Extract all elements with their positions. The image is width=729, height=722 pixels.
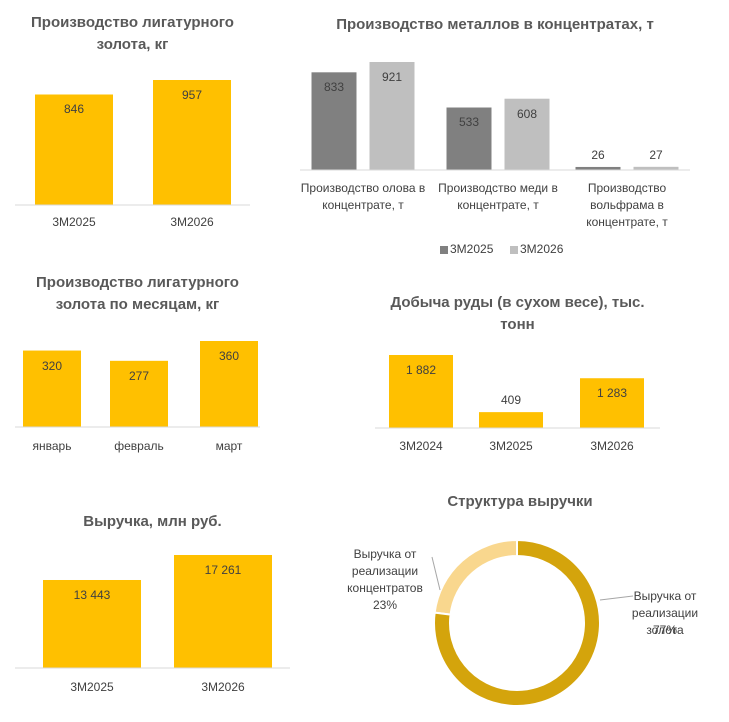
bar bbox=[504, 98, 550, 170]
legend-label: 3М2025 bbox=[450, 242, 494, 256]
chart-title: Добыча руды (в сухом весе), тыс. тонн bbox=[390, 294, 645, 333]
bar bbox=[633, 166, 679, 170]
leader-line bbox=[599, 595, 634, 601]
category-label: февраль bbox=[114, 439, 164, 453]
chart-title: Производство лигатурного золота по месяц… bbox=[36, 274, 239, 313]
category-label: Производство вольфрама в концентрате, т bbox=[586, 181, 668, 229]
data-label: 921 bbox=[381, 70, 403, 84]
bar bbox=[23, 350, 81, 427]
data-label: 608 bbox=[516, 106, 538, 121]
data-label: 17 261 bbox=[204, 563, 242, 577]
data-label: 533 bbox=[458, 115, 480, 130]
data-label: 833 bbox=[323, 80, 345, 95]
legend-label: 3М2026 bbox=[520, 242, 564, 256]
bar bbox=[174, 555, 272, 668]
data-label: 360 bbox=[218, 349, 240, 363]
segment-label: Выручка от реализации концентратов bbox=[347, 547, 423, 595]
category-label: 3М2026 bbox=[590, 439, 634, 453]
data-label: 1 882 bbox=[405, 363, 437, 377]
legend-swatch bbox=[440, 246, 448, 254]
segment-value-label: 77% bbox=[652, 623, 678, 637]
bar bbox=[311, 72, 357, 170]
bar bbox=[446, 107, 492, 170]
data-label: 846 bbox=[63, 102, 85, 117]
bar bbox=[43, 579, 141, 668]
category-label: 3М2026 bbox=[201, 680, 245, 694]
leader-line bbox=[431, 556, 441, 591]
donut-segment bbox=[433, 538, 601, 707]
chart-title: Выручка, млн руб. bbox=[83, 513, 222, 530]
bar bbox=[200, 341, 258, 427]
category-label: 3М2026 bbox=[170, 215, 214, 229]
category-label: 3М2025 bbox=[70, 680, 114, 694]
data-label: 27 bbox=[649, 147, 663, 162]
bar bbox=[575, 166, 621, 170]
data-label: 1 283 bbox=[596, 386, 628, 401]
category-label: 3М2024 bbox=[399, 439, 443, 453]
chart-title: Производство металлов в концентратах, т bbox=[336, 16, 654, 33]
bar bbox=[35, 94, 113, 205]
data-label: 409 bbox=[500, 393, 522, 408]
category-label: Производство олова в концентрате, т bbox=[300, 181, 426, 212]
category-label: 3М2025 bbox=[489, 439, 533, 453]
segment-value-label: 23% bbox=[372, 598, 398, 612]
data-label: 13 443 bbox=[73, 587, 111, 602]
bar bbox=[369, 62, 415, 170]
data-label: 957 bbox=[181, 88, 203, 102]
chart-title: Производство лигатурного золота, кг bbox=[31, 14, 234, 53]
chart-title: Структура выручки bbox=[447, 493, 593, 510]
category-label: 3М2025 bbox=[52, 215, 96, 229]
category-label: январь bbox=[32, 439, 72, 453]
category-label: Производство меди в концентрате, т bbox=[438, 181, 558, 212]
donut-segment bbox=[433, 538, 518, 616]
legend-swatch bbox=[510, 246, 518, 254]
bar bbox=[389, 355, 453, 428]
bar bbox=[110, 360, 168, 427]
segment-label: Выручка от реализации золота bbox=[631, 589, 699, 637]
bar bbox=[153, 80, 231, 205]
category-label: март bbox=[215, 439, 243, 453]
bar bbox=[479, 412, 543, 428]
data-label: 26 bbox=[591, 147, 605, 162]
data-label: 320 bbox=[41, 358, 63, 373]
data-label: 277 bbox=[128, 368, 150, 383]
bar bbox=[580, 378, 644, 428]
